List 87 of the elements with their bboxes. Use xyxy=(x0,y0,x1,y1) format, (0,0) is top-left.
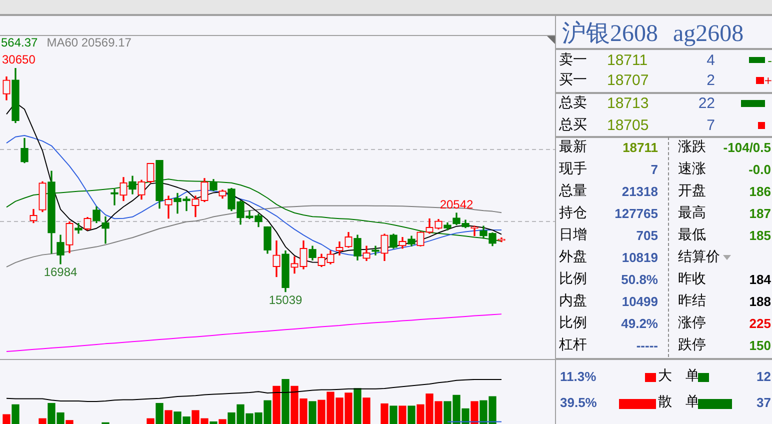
bar xyxy=(470,401,478,424)
text: 速涨 xyxy=(678,160,706,179)
text: 总买 xyxy=(559,116,587,135)
bar xyxy=(398,406,406,424)
annotation: 15039 xyxy=(268,293,303,308)
bar xyxy=(362,398,370,424)
bar xyxy=(218,419,226,424)
text: 705 xyxy=(636,226,658,245)
text: 185 xyxy=(749,226,771,245)
bar xyxy=(380,403,388,424)
text: -0.0 xyxy=(748,160,771,179)
text: 比例 xyxy=(559,314,587,333)
text: 外盘 xyxy=(559,248,587,267)
bar xyxy=(354,388,362,424)
bar xyxy=(146,418,154,424)
bar xyxy=(272,386,280,424)
text: 杠杆 xyxy=(559,336,587,355)
text: 结算价 xyxy=(678,248,720,267)
annotation: 30650 xyxy=(2,52,36,67)
bar xyxy=(308,401,316,424)
annotation: MA60 20569.17 xyxy=(46,35,132,50)
text: 内盘 xyxy=(559,292,587,311)
text: 150 xyxy=(749,336,771,355)
text: 昨收 xyxy=(678,270,706,289)
text: 散 单 xyxy=(658,394,704,412)
text: 开盘 xyxy=(678,182,706,201)
text: 22 xyxy=(698,94,715,114)
text: 涨停 xyxy=(678,314,706,333)
text: 总卖 xyxy=(559,94,587,114)
text: -104/0.5 xyxy=(723,138,771,157)
text: 10819 xyxy=(622,248,658,267)
text: + xyxy=(764,72,772,90)
bar xyxy=(164,410,172,424)
annotation: 20542 xyxy=(440,197,474,212)
bar xyxy=(66,420,74,424)
text: 最低 xyxy=(678,226,706,245)
text: 37 xyxy=(756,394,771,412)
bar xyxy=(390,406,398,424)
text: 2 xyxy=(706,71,715,92)
text: 50.8% xyxy=(621,270,658,289)
text: 18707 xyxy=(607,71,649,92)
text: 大 单 xyxy=(658,368,704,386)
text: 18711 xyxy=(622,138,658,157)
text: 跌停 xyxy=(678,336,706,355)
text: 7 xyxy=(706,116,715,136)
text: 日增 xyxy=(559,226,587,245)
text: 186 xyxy=(749,182,771,201)
text: 39.5% xyxy=(560,394,597,412)
bar xyxy=(210,421,218,424)
bar xyxy=(282,379,290,424)
annotation: 564.37 xyxy=(1,35,38,50)
text: 49.2% xyxy=(621,314,658,333)
text: 总量 xyxy=(559,182,587,201)
text: 7 xyxy=(650,160,658,179)
text: 18713 xyxy=(607,94,649,114)
text: - xyxy=(768,52,772,70)
bar xyxy=(2,414,10,424)
text: 127765 xyxy=(614,204,658,223)
text: 12 xyxy=(756,368,771,386)
text: 涨跌 xyxy=(678,138,706,157)
text: 沪银2608 ag2608 xyxy=(562,20,744,48)
text: 10499 xyxy=(622,292,658,311)
text: 持仓 xyxy=(559,204,587,223)
candlestick xyxy=(110,188,118,206)
text: 最新 xyxy=(559,138,587,157)
bar xyxy=(156,402,164,424)
bar xyxy=(38,418,46,424)
text: 188 xyxy=(749,292,771,311)
candlestick xyxy=(102,216,110,244)
text: 18711 xyxy=(607,50,648,71)
text: 比例 xyxy=(559,270,587,289)
bar xyxy=(12,404,20,424)
bar xyxy=(408,406,416,424)
text: ----- xyxy=(636,336,658,355)
text: 卖一 xyxy=(559,52,587,70)
text: 现手 xyxy=(559,160,587,179)
text: 225 xyxy=(749,314,771,333)
text: 11.3% xyxy=(560,368,596,386)
text: 昨结 xyxy=(678,292,706,311)
text: 买一 xyxy=(559,72,587,90)
text: 18705 xyxy=(607,116,649,136)
text: 187 xyxy=(749,204,771,223)
text: 4 xyxy=(706,50,715,71)
text: 21318 xyxy=(622,182,658,201)
annotation: 16984 xyxy=(44,265,78,280)
text: 最高 xyxy=(678,204,706,223)
text: 184 xyxy=(749,270,771,289)
